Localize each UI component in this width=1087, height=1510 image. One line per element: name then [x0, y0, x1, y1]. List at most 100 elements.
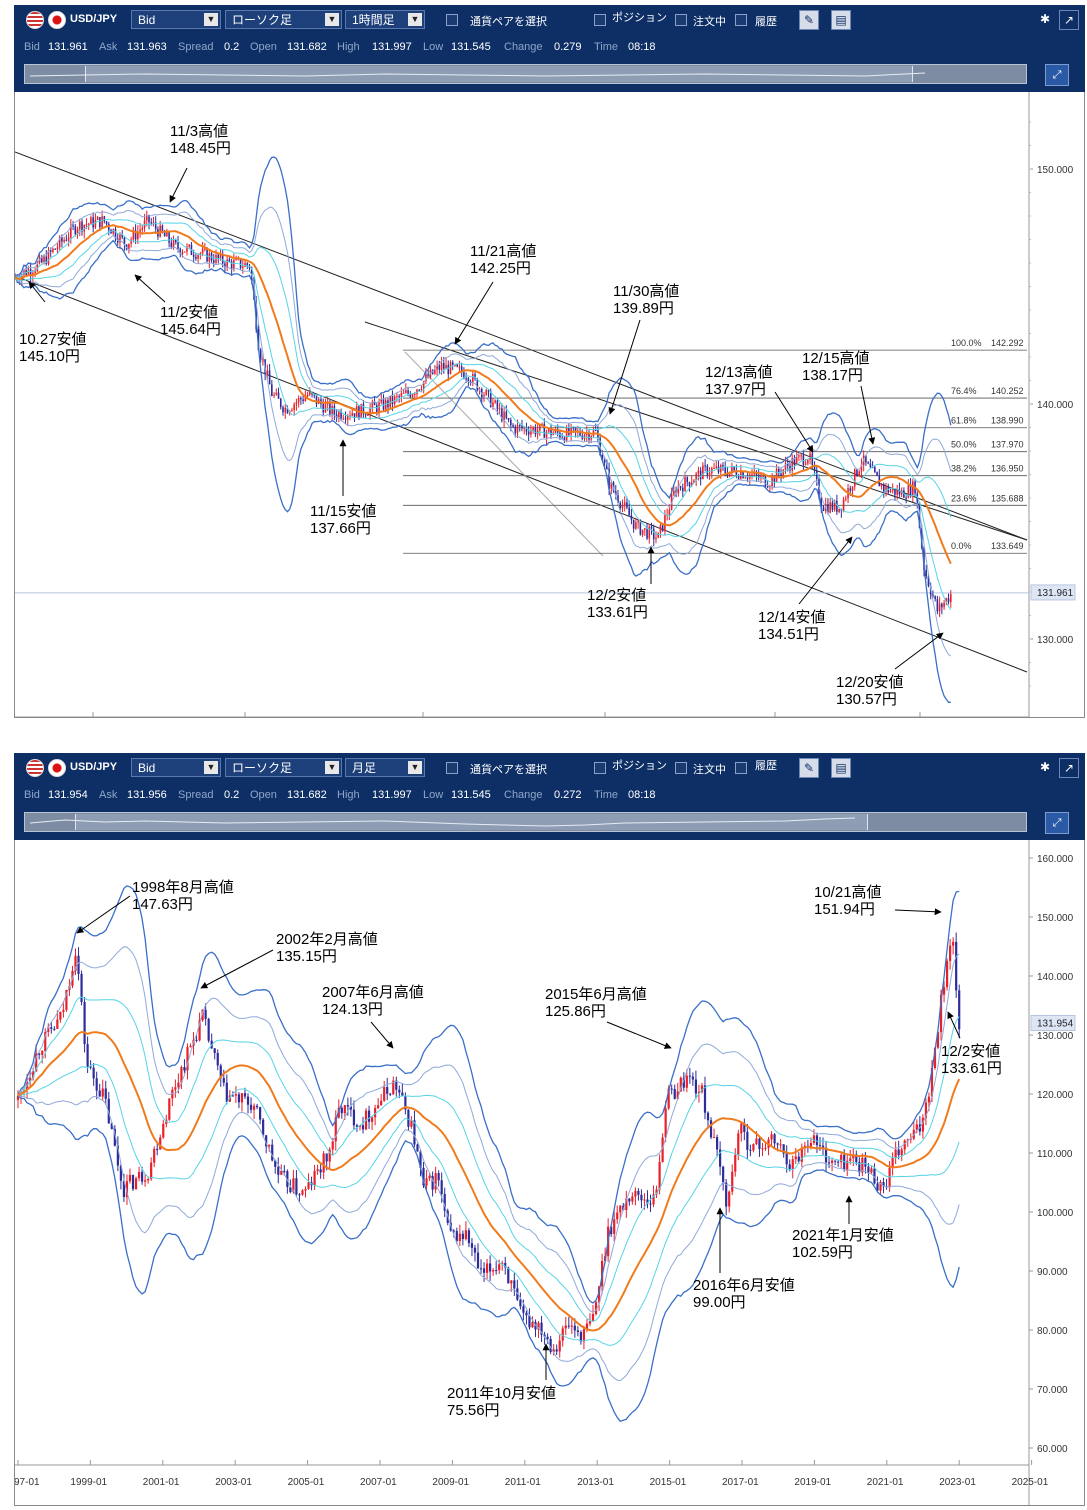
- candle-body: [425, 1178, 428, 1186]
- candle-body: [325, 1153, 328, 1162]
- candle-body: [770, 1134, 773, 1140]
- position-label: ポジション: [612, 760, 667, 772]
- hourly-chart-panel: USD/JPY Bid ▼ ローソク足 ▼ 1時間足 ▼ 通貨ペアを選択 ポジション …: [14, 5, 1085, 740]
- chart-type-select[interactable]: ローソク足 ▼: [225, 758, 342, 777]
- settings-panel-icon[interactable]: ▤: [831, 758, 851, 778]
- fibonacci-level: 100.0%: [951, 338, 982, 348]
- candle-body: [112, 229, 115, 234]
- candle-body: [958, 990, 961, 1030]
- candle-body: [479, 1268, 483, 1270]
- candle-body: [313, 1171, 316, 1186]
- candle-body: [140, 1172, 144, 1182]
- candle-body: [217, 254, 220, 259]
- candle-body: [315, 395, 318, 404]
- candle-body: [266, 370, 269, 375]
- candle-body: [224, 263, 226, 268]
- popout-icon[interactable]: ↗: [1059, 10, 1079, 30]
- ask-value: 131.963: [127, 41, 167, 53]
- candle-body: [942, 987, 946, 995]
- annotation-value: 134.51円: [758, 626, 819, 643]
- bid-label: Bid: [24, 789, 40, 801]
- candle-body: [49, 250, 52, 252]
- chevron-down-icon: ▼: [408, 13, 422, 26]
- candle-body: [181, 252, 184, 254]
- candle-body: [50, 1027, 53, 1029]
- candle-body: [681, 487, 684, 492]
- chart-type-select[interactable]: ローソク足 ▼: [225, 10, 342, 29]
- candle-body: [733, 466, 735, 471]
- candle-body: [513, 1280, 516, 1289]
- candle-body: [579, 431, 581, 436]
- candle-body: [650, 526, 653, 529]
- history-checkbox[interactable]: [735, 14, 747, 26]
- candle-body: [107, 1098, 110, 1124]
- gear-icon[interactable]: ✱: [1035, 758, 1055, 778]
- candle-body: [630, 515, 633, 520]
- chevron-down-icon: ▼: [204, 13, 218, 26]
- candle-body: [291, 410, 293, 412]
- candle-body: [476, 378, 479, 391]
- annotation-value: 147.63円: [132, 896, 193, 913]
- candle-body: [54, 248, 57, 250]
- candle-body: [830, 1160, 834, 1164]
- candle-body: [485, 390, 488, 395]
- candle-body: [145, 215, 148, 221]
- pair-checkbox[interactable]: [446, 14, 458, 26]
- candle-body: [78, 221, 81, 230]
- x-tick-label: 2017-01: [722, 1477, 759, 1488]
- timeframe-select[interactable]: 1時間足 ▼: [345, 10, 425, 29]
- pair-checkbox[interactable]: [446, 762, 458, 774]
- candle-body: [183, 251, 186, 253]
- draw-tool-icon[interactable]: ✎: [799, 758, 819, 778]
- candle-body: [834, 1160, 837, 1162]
- candle-body: [646, 1199, 649, 1204]
- candle-body: [779, 1144, 782, 1146]
- candle-body: [628, 1198, 631, 1202]
- candle-body: [243, 1093, 247, 1097]
- select-pair-button[interactable]: 通貨ペアを選択: [470, 16, 547, 28]
- annotation-value: 99.00円: [693, 1294, 746, 1311]
- navigator-window[interactable]: [75, 814, 868, 830]
- fit-icon[interactable]: ⤢: [1045, 812, 1069, 834]
- candle-body: [116, 1145, 119, 1166]
- orders-checkbox[interactable]: [675, 14, 687, 26]
- candle-body: [927, 1096, 931, 1103]
- candle-body: [540, 1322, 543, 1335]
- orders-checkbox[interactable]: [675, 762, 687, 774]
- draw-tool-icon[interactable]: ✎: [799, 10, 819, 30]
- candle-body: [273, 394, 275, 396]
- fibonacci-level: 38.2%: [951, 464, 977, 474]
- x-tick-label: 1999-01: [70, 1477, 107, 1488]
- candle-body: [137, 231, 139, 240]
- select-pair-button[interactable]: 通貨ペアを選択: [470, 764, 547, 776]
- candle-body: [125, 1181, 129, 1198]
- gear-icon[interactable]: ✱: [1035, 10, 1055, 30]
- candle-body: [644, 528, 646, 530]
- position-checkbox[interactable]: [594, 762, 606, 774]
- candle-body: [113, 1128, 116, 1146]
- candle-body: [139, 229, 141, 232]
- price-type-select[interactable]: Bid ▼: [131, 10, 221, 29]
- settings-panel-icon[interactable]: ▤: [831, 10, 851, 30]
- candle-body: [827, 503, 829, 513]
- price-type-select[interactable]: Bid ▼: [131, 758, 221, 777]
- candle-body: [945, 598, 948, 603]
- history-checkbox[interactable]: [735, 762, 747, 774]
- candle-body: [304, 396, 307, 401]
- candle-body: [186, 1047, 189, 1071]
- position-checkbox[interactable]: [594, 14, 606, 26]
- candle-body: [743, 1123, 746, 1132]
- time-value: 08:18: [628, 789, 656, 801]
- candle-body: [800, 455, 802, 457]
- candle-body: [510, 1280, 513, 1284]
- candle-body: [114, 229, 117, 239]
- candle-body: [731, 1171, 734, 1192]
- candle-body: [334, 1117, 337, 1142]
- fit-icon[interactable]: ⤢: [1045, 64, 1069, 86]
- navigator-bar: ⤢: [14, 59, 1085, 92]
- timeframe-select[interactable]: 月足 ▼: [345, 758, 425, 777]
- navigator-scrollbar[interactable]: [24, 64, 1027, 84]
- candle-body: [549, 1338, 552, 1352]
- popout-icon[interactable]: ↗: [1059, 758, 1079, 778]
- navigator-scrollbar[interactable]: [24, 812, 1027, 832]
